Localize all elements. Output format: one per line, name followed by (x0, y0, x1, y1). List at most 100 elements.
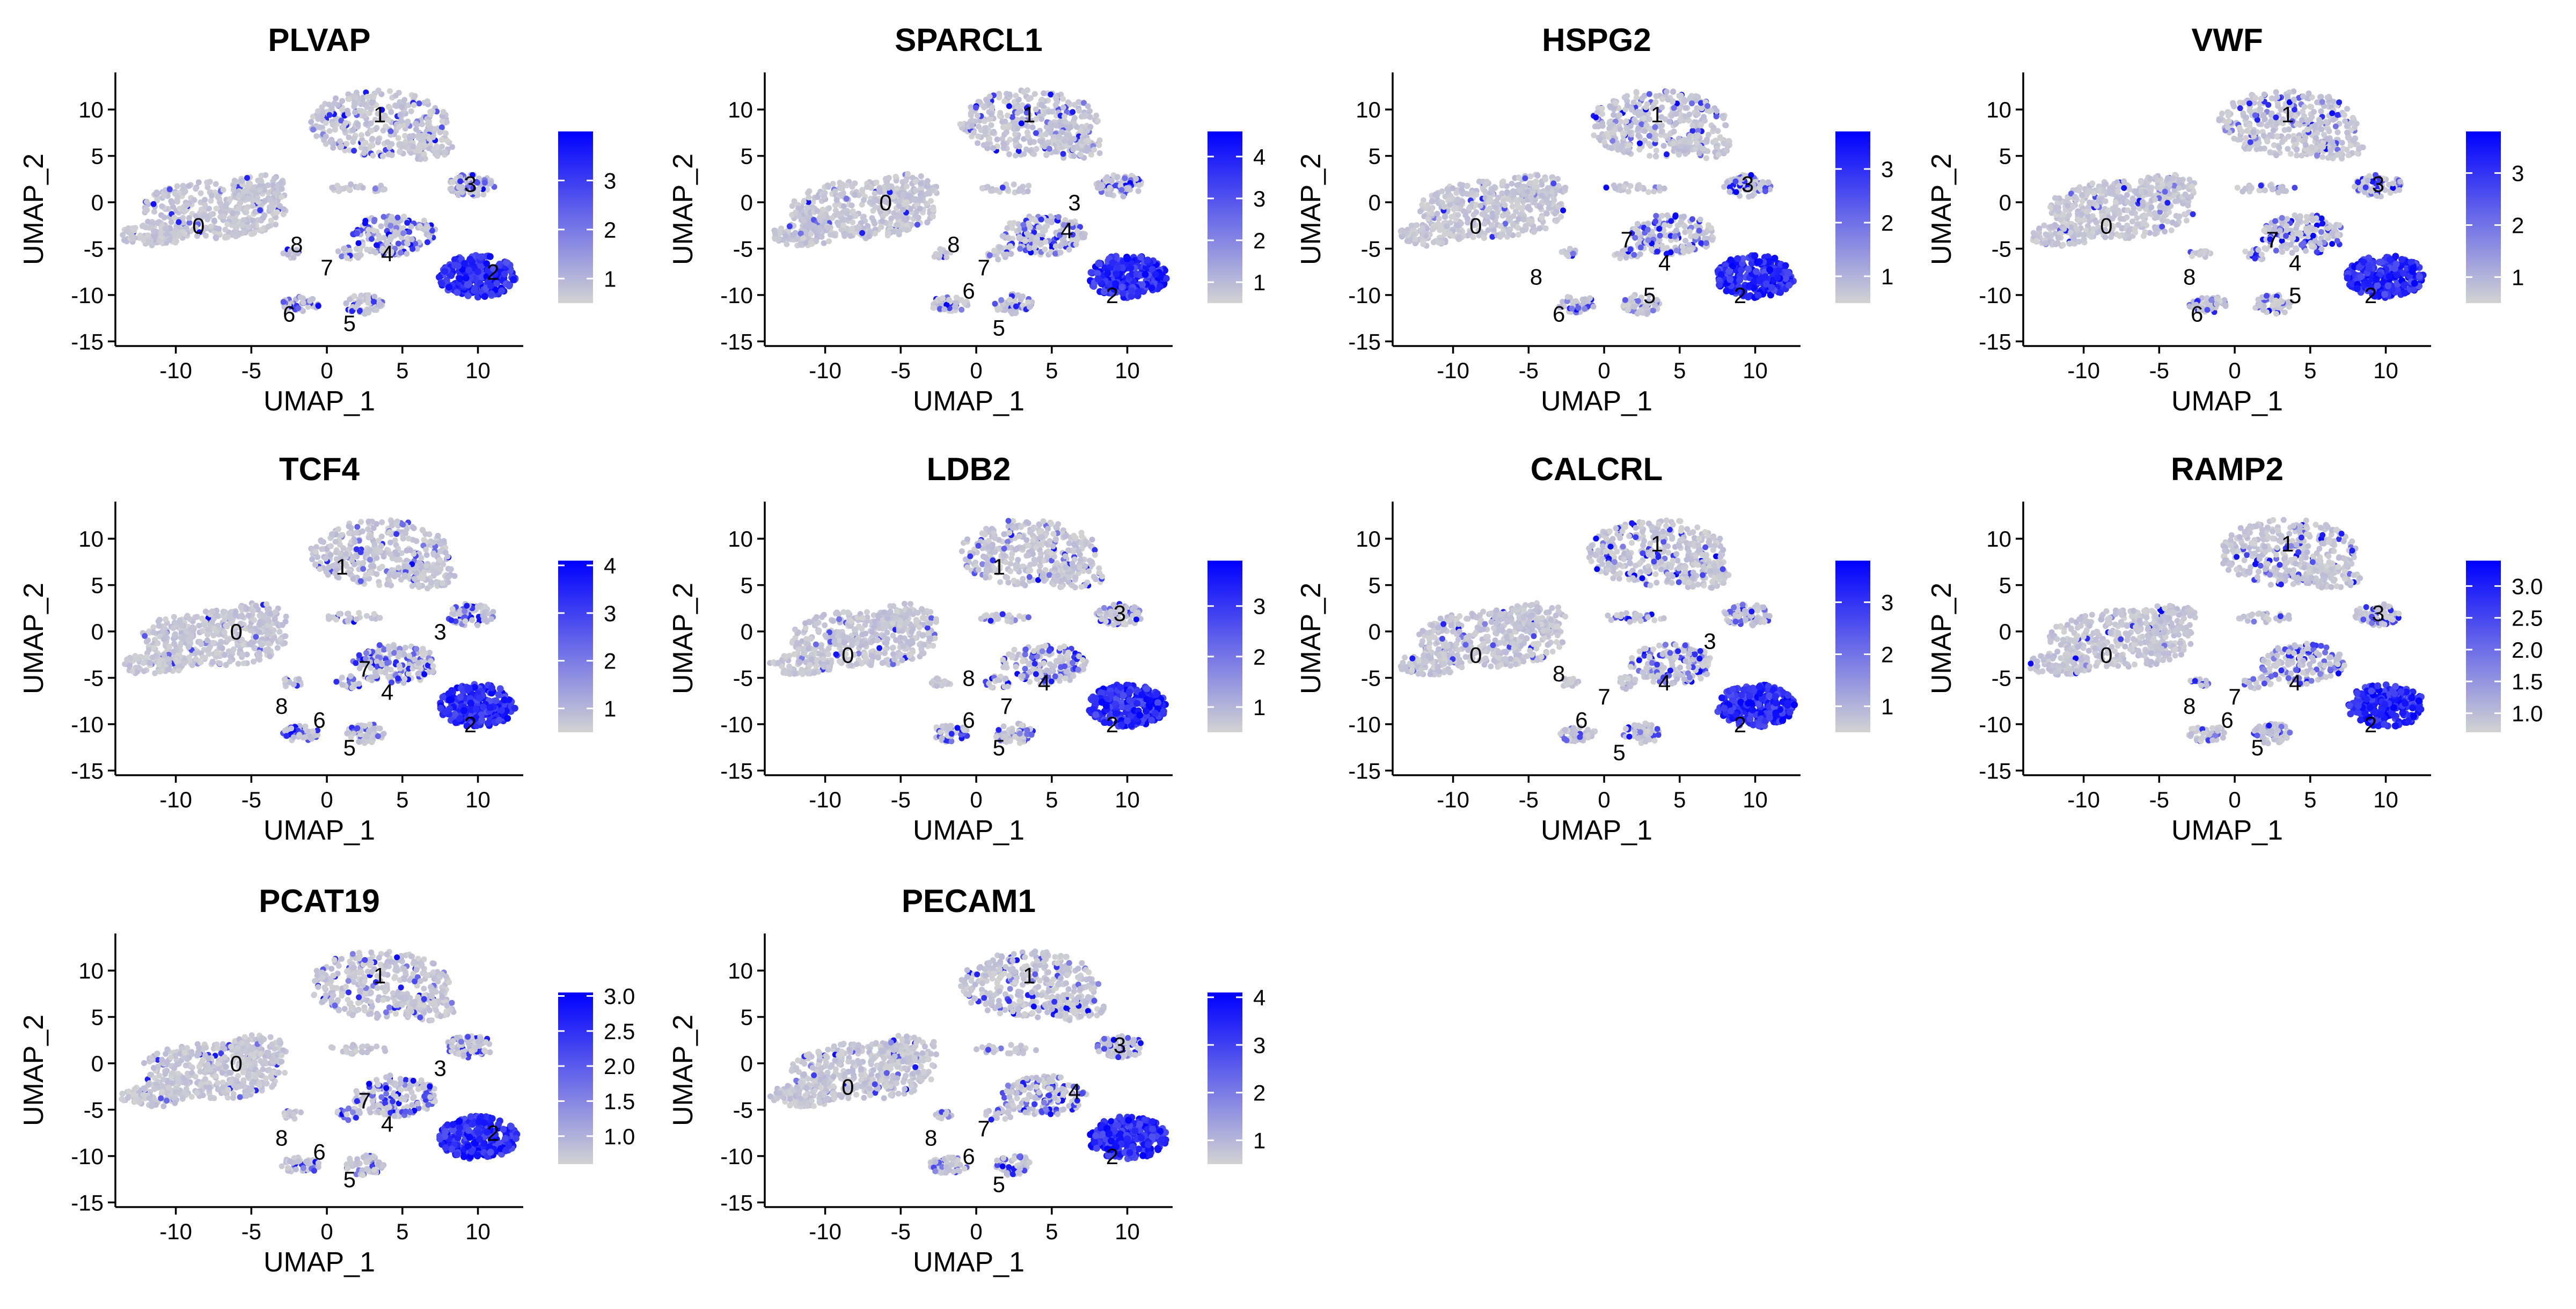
cell-point (797, 240, 804, 247)
cluster-label: 5 (343, 311, 356, 336)
x-tick-label: 0 (970, 358, 982, 383)
cell-point (1783, 268, 1791, 276)
cell-point (830, 232, 836, 238)
x-tick-label: -5 (891, 358, 911, 383)
cell-point (278, 179, 284, 186)
cell-point (193, 186, 199, 192)
cell-point (782, 233, 789, 239)
panel-title: PLVAP (268, 22, 370, 58)
cell-point (1658, 128, 1665, 135)
colorbar: 123 (558, 131, 616, 303)
cell-point (1014, 126, 1021, 132)
cell-point (917, 196, 924, 202)
cell-point (361, 113, 368, 120)
cell-point (809, 241, 815, 247)
cell-point (792, 209, 799, 216)
cell-point (1489, 214, 1496, 220)
cell-point (236, 205, 242, 211)
cell-point (387, 128, 394, 135)
cell-point (817, 225, 823, 232)
cell-point (1013, 92, 1019, 99)
cell-point (326, 128, 333, 134)
cell-point (404, 219, 411, 226)
y-tick-label: -10 (1348, 283, 1381, 308)
cell-point (1113, 270, 1120, 277)
cell-point (975, 133, 982, 139)
cell-point (1087, 269, 1095, 276)
cell-point (156, 238, 163, 244)
cell-point (1001, 142, 1007, 148)
cell-point (818, 234, 825, 240)
cell-point (1447, 231, 1453, 237)
cell-point (1450, 185, 1456, 192)
cell-point (1510, 222, 1517, 228)
cell-point (161, 214, 167, 220)
cell-point (824, 182, 831, 189)
cell-point (1055, 138, 1061, 145)
cell-point (1033, 146, 1040, 152)
cell-point (488, 290, 495, 298)
cell-point (355, 240, 362, 246)
cell-point (1454, 222, 1460, 229)
colorbar-gradient (558, 131, 593, 303)
cell-point (997, 244, 1003, 251)
cell-point (1635, 126, 1642, 132)
cell-point (353, 246, 360, 252)
cell-point (1052, 251, 1058, 257)
cell-point (1531, 229, 1537, 235)
cell-point (1148, 284, 1155, 292)
cell-point (1673, 111, 1679, 117)
cell-point (215, 194, 221, 200)
cell-point (830, 181, 836, 187)
cell-point (379, 153, 386, 159)
colorbar-tick-label: 2 (604, 217, 616, 242)
colorbar-tick-label: 1 (1881, 264, 1893, 289)
cell-point (1449, 195, 1455, 201)
cell-point (1687, 139, 1693, 146)
cell-point (1481, 220, 1488, 227)
cell-point (471, 285, 479, 292)
cell-point (986, 136, 993, 142)
y-tick-label: 0 (741, 190, 753, 215)
cell-point (1528, 194, 1534, 201)
cell-point (1419, 230, 1426, 236)
cell-point (1481, 235, 1487, 241)
cell-point (1443, 223, 1450, 230)
cell-point (1644, 310, 1651, 316)
cell-point (421, 217, 427, 224)
cell-point (168, 219, 174, 225)
cell-point (1656, 184, 1663, 190)
cell-point (1133, 175, 1139, 182)
cell-point (398, 118, 404, 124)
cell-point (1006, 103, 1012, 109)
cell-point (1723, 287, 1730, 295)
cell-point (424, 98, 430, 105)
cell-point (976, 123, 982, 130)
cell-point (1650, 307, 1656, 314)
cell-point (1484, 179, 1490, 185)
cell-point (186, 183, 192, 189)
cell-point (356, 299, 362, 305)
cell-point (260, 215, 267, 221)
cell-point (821, 194, 828, 200)
cell-point (957, 121, 963, 127)
cell-point (339, 98, 346, 104)
cell-point (427, 111, 434, 117)
cell-point (362, 220, 368, 226)
cell-point (349, 127, 356, 134)
cell-point (186, 215, 192, 221)
x-tick-label: -5 (1519, 358, 1539, 383)
cell-point (1125, 185, 1132, 192)
cell-point (852, 192, 858, 198)
cell-point (1137, 253, 1145, 261)
cell-point (239, 222, 245, 228)
cell-point (930, 213, 936, 219)
cell-point (1608, 145, 1615, 151)
cell-point (213, 205, 219, 212)
cell-point (1027, 139, 1034, 146)
cell-point (145, 238, 152, 244)
cell-point (1459, 187, 1465, 193)
cluster-label: 1 (1651, 102, 1663, 127)
cell-point (1027, 245, 1033, 252)
cell-point (1527, 173, 1534, 180)
